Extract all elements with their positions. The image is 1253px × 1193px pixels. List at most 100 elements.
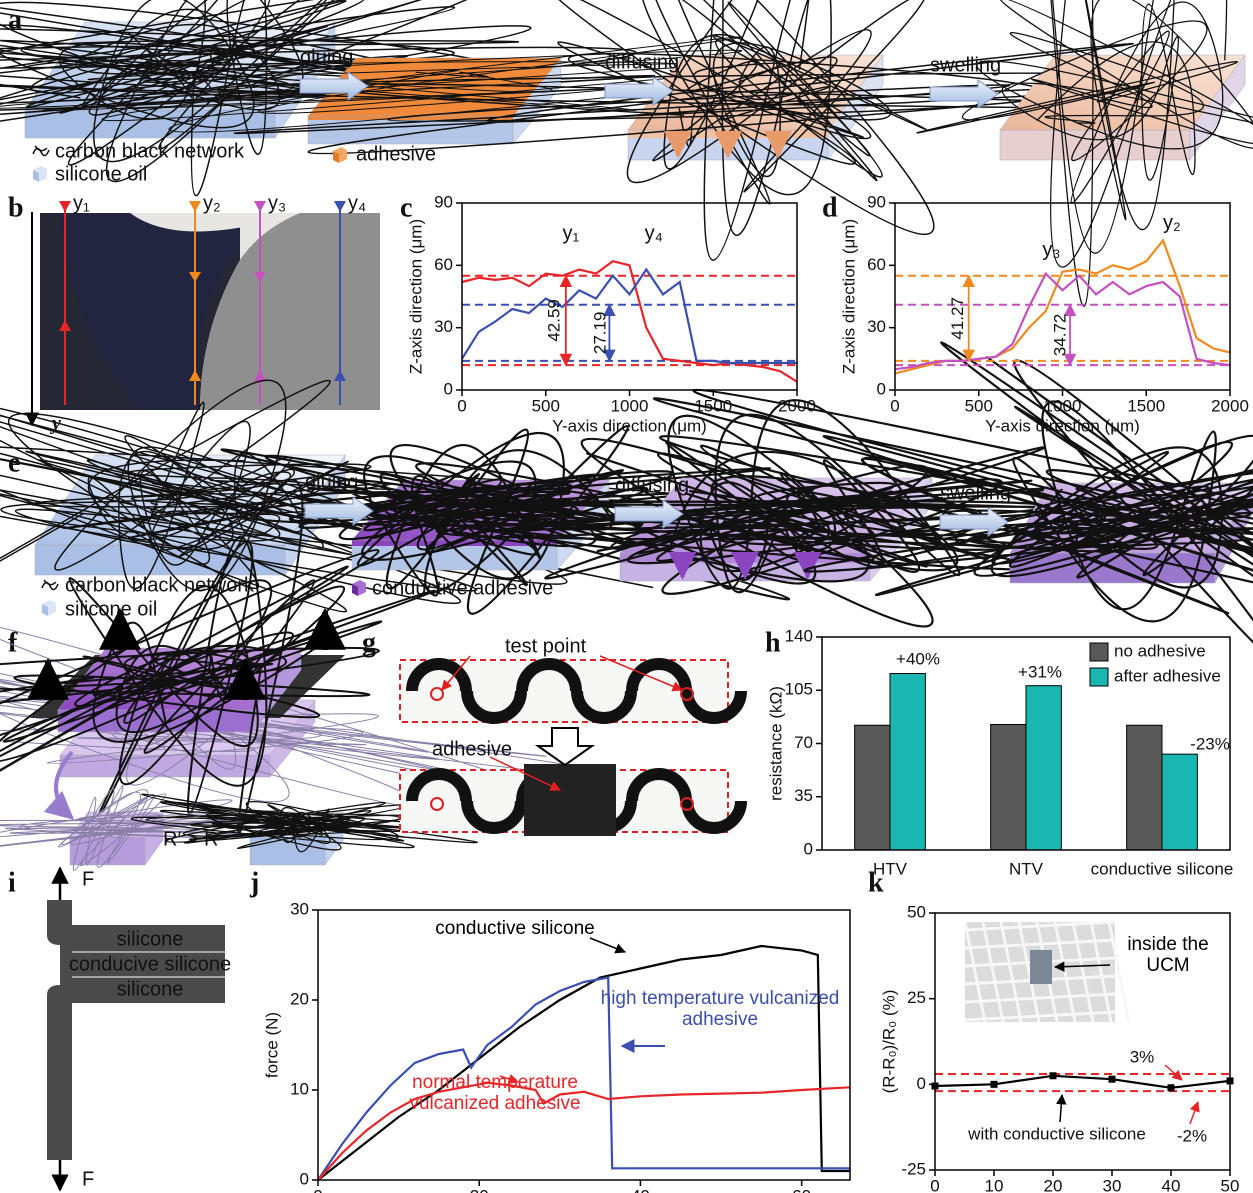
bar	[1026, 686, 1061, 850]
series-label: y₂	[1163, 212, 1181, 234]
x-tick-label: 20	[1044, 1176, 1063, 1193]
x-tick-label: 40	[631, 1186, 650, 1193]
sensor	[1030, 950, 1052, 984]
step-label: diffusing	[605, 51, 679, 73]
pointer	[1060, 1095, 1062, 1122]
annotation: -2%	[1177, 1126, 1207, 1145]
layer-label: silicone	[117, 928, 184, 950]
pointer	[590, 938, 625, 952]
legend-network	[42, 580, 58, 590]
resistance-relation: R′ > R	[163, 828, 218, 850]
x-axis-title: Y-axis direction (μm)	[552, 416, 707, 435]
y-tick-label: 90	[867, 192, 886, 211]
series-label: y₃	[1042, 239, 1060, 261]
legend-text: after adhesive	[1114, 666, 1221, 685]
profile-label: y₃	[268, 192, 286, 214]
y-tick-label: 10	[290, 1079, 309, 1098]
legend-swatch	[1090, 668, 1108, 686]
change-label: -23%	[1190, 734, 1230, 753]
series-label: normal temperature vulcanized adhesive	[380, 1072, 610, 1114]
x-tick-label: 500	[532, 396, 560, 415]
panel-label: h	[765, 627, 781, 658]
y-tick-label: 0	[877, 379, 886, 398]
y-tick-label: 60	[867, 255, 886, 274]
change-label: +40%	[896, 649, 940, 668]
profile-label: y₂	[203, 192, 221, 214]
x-tick-label: 1000	[611, 396, 649, 415]
series-label: y₄	[645, 222, 663, 244]
profile-label: y₁	[73, 192, 90, 214]
point-marker	[1109, 1076, 1116, 1083]
y-axis-title: Z-axis direction (μm)	[406, 219, 425, 374]
y-tick-label: 30	[867, 317, 886, 336]
point-marker	[1168, 1084, 1175, 1091]
height-label: 41.27	[948, 297, 967, 340]
adhesive-label: adhesive	[432, 738, 512, 760]
x-tick-label: 2000	[1211, 396, 1249, 415]
x-tick-label: 1000	[1044, 396, 1082, 415]
x-tick-label: 40	[1162, 1176, 1181, 1193]
profile-marker	[59, 201, 71, 212]
layer-label: silicone	[117, 978, 184, 1000]
y-tick-label: 90	[434, 192, 453, 211]
series-label: y₁	[563, 222, 580, 244]
x-tick-label: 50	[1221, 1176, 1240, 1193]
x-tick-label: 0	[890, 396, 899, 415]
legend-text: no adhesive	[1114, 641, 1206, 660]
y-tick-label: 60	[434, 255, 453, 274]
x-tick-label: HTV	[873, 859, 908, 878]
legend-text: carbon black network	[55, 140, 245, 162]
y-tick-label: 0	[444, 379, 453, 398]
layer-label: conducive silicone	[69, 953, 231, 975]
bar	[855, 725, 890, 850]
hollow-arrow	[538, 728, 592, 765]
y-tick-label: 70	[794, 733, 813, 752]
annotation: 3%	[1130, 1047, 1155, 1066]
legend-text: silicone oil	[55, 163, 147, 185]
y-tick-label: 50	[907, 902, 926, 921]
step-label: gluing	[300, 46, 353, 68]
panel-label: j	[249, 867, 259, 898]
legend-text: silicone oil	[65, 598, 157, 620]
bar	[1127, 725, 1162, 850]
x-tick-label: conductive silicone	[1091, 859, 1234, 878]
profile-marker	[189, 201, 201, 212]
y-tick-label: -25	[901, 1159, 926, 1178]
x-tick-label: 0	[313, 1186, 322, 1193]
x-tick-label: 30	[1103, 1176, 1122, 1193]
bar	[1162, 754, 1197, 850]
y-tick-label: 0	[917, 1074, 926, 1093]
x-tick-label: 10	[985, 1176, 1004, 1193]
plot-frame	[318, 910, 850, 1180]
y-tick-label: 105	[785, 680, 813, 699]
series-line	[935, 1076, 1230, 1088]
height-label: 42.59	[544, 299, 563, 342]
series-line	[462, 270, 797, 364]
y-tick-label: 0	[300, 1169, 309, 1188]
height-label: 34.72	[1050, 314, 1069, 357]
y-axis-title: resistance (kΩ)	[766, 686, 785, 801]
profile-marker	[334, 201, 346, 212]
x-tick-label: 1500	[1127, 396, 1165, 415]
bar	[991, 724, 1026, 850]
legend-text: conductive adhesive	[372, 577, 553, 599]
point-marker	[1050, 1072, 1057, 1079]
x-axis-title: Y-axis direction (μm)	[985, 416, 1140, 435]
step-label: gluing	[305, 471, 358, 493]
adhesive-patch	[524, 764, 616, 836]
legend-text: carbon black network	[65, 574, 255, 596]
y-axis-title: (R-R₀)/R₀ (%)	[879, 990, 898, 1094]
x-tick-label: 20	[470, 1186, 489, 1193]
profile-label: y₄	[348, 192, 366, 214]
point-marker	[991, 1081, 998, 1088]
series-label: with conductive silicone	[967, 1124, 1146, 1143]
height-label: 27.19	[591, 312, 610, 355]
force-label: F	[82, 1168, 94, 1190]
y-tick-label: 35	[794, 786, 813, 805]
x-tick-label: 500	[965, 396, 993, 415]
annotation: inside the UCM	[1108, 934, 1228, 976]
slab-front	[70, 837, 145, 865]
x-tick-label: 0	[457, 396, 466, 415]
y-tick-label: 0	[804, 839, 813, 858]
x-tick-label: 60	[792, 1186, 811, 1193]
